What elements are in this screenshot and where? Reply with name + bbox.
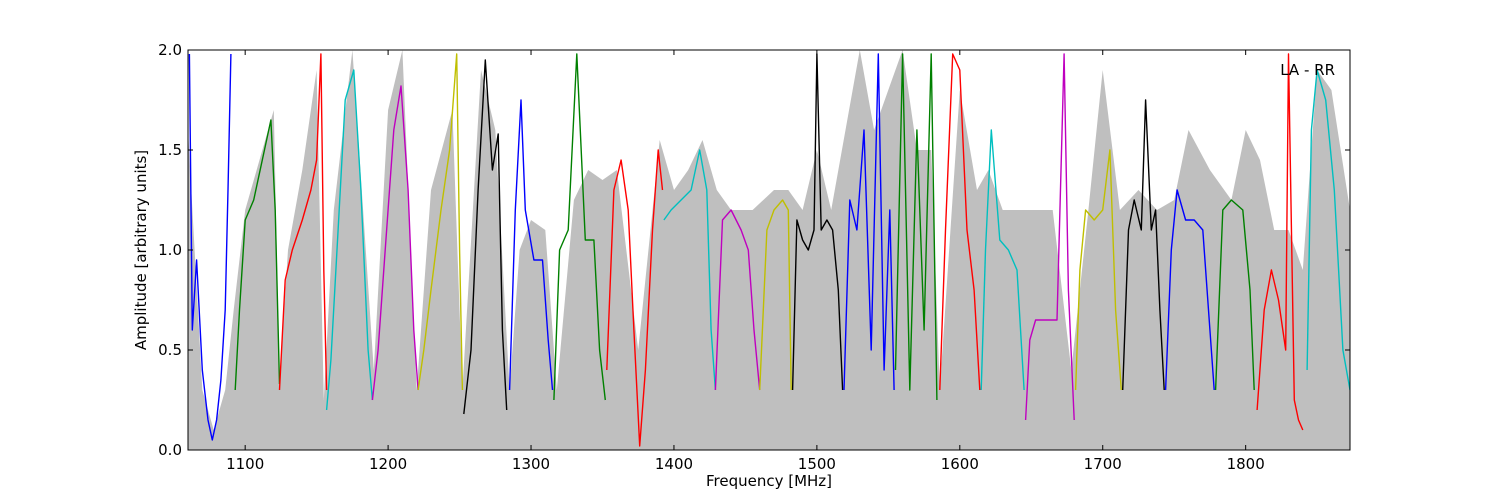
annotation-label: LA - RR bbox=[1280, 61, 1335, 79]
series-line-8 bbox=[508, 99, 554, 391]
axis-ticks: 1100 1200 1300 1400 1500 1600 1700 1800 0.0 0.5 1.… bbox=[158, 41, 1350, 473]
y-tick-label: 2.0 bbox=[158, 41, 182, 59]
series-line-16 bbox=[894, 53, 938, 401]
x-tick-label: 1200 bbox=[369, 455, 407, 473]
series-line-12 bbox=[714, 209, 761, 391]
series-line-15 bbox=[843, 53, 895, 391]
series-line-5 bbox=[371, 85, 419, 401]
series-line-21 bbox=[1122, 99, 1165, 391]
series-line-22 bbox=[1164, 189, 1215, 391]
series-line-18 bbox=[980, 129, 1025, 391]
x-axis-label: Frequency [MHz] bbox=[706, 472, 832, 490]
series-line-7 bbox=[463, 59, 508, 415]
y-tick-label: 1.0 bbox=[158, 241, 182, 259]
series-line-23 bbox=[1214, 199, 1255, 391]
x-tick-label: 1800 bbox=[1227, 455, 1265, 473]
series-line-6 bbox=[417, 53, 464, 391]
series-line-20 bbox=[1074, 149, 1122, 391]
background-envelope bbox=[188, 50, 1350, 450]
series-line-1 bbox=[188, 53, 232, 441]
series-line-25 bbox=[1306, 69, 1350, 391]
x-tick-label: 1700 bbox=[1084, 455, 1122, 473]
series-line-3 bbox=[278, 53, 328, 391]
series-line-19 bbox=[1024, 53, 1075, 421]
x-tick-label: 1400 bbox=[655, 455, 693, 473]
series-line-24 bbox=[1256, 53, 1304, 431]
series-line-4 bbox=[325, 69, 374, 411]
y-axis-label: Amplitude [arbitrary units] bbox=[132, 150, 150, 350]
series-line-17 bbox=[939, 53, 981, 391]
y-tick-label: 1.5 bbox=[158, 141, 182, 159]
y-tick-label: 0.5 bbox=[158, 341, 182, 359]
series-line-9 bbox=[553, 53, 606, 401]
x-tick-label: 1100 bbox=[226, 455, 264, 473]
series-line-10 bbox=[606, 149, 664, 447]
x-tick-label: 1600 bbox=[941, 455, 979, 473]
y-tick-label: 0.0 bbox=[158, 441, 182, 459]
series-line-11 bbox=[663, 149, 717, 391]
x-tick-label: 1500 bbox=[798, 455, 836, 473]
series-line-13 bbox=[759, 199, 792, 391]
x-tick-label: 1300 bbox=[512, 455, 550, 473]
plot-area bbox=[188, 50, 1350, 450]
series-line-2 bbox=[234, 119, 281, 391]
